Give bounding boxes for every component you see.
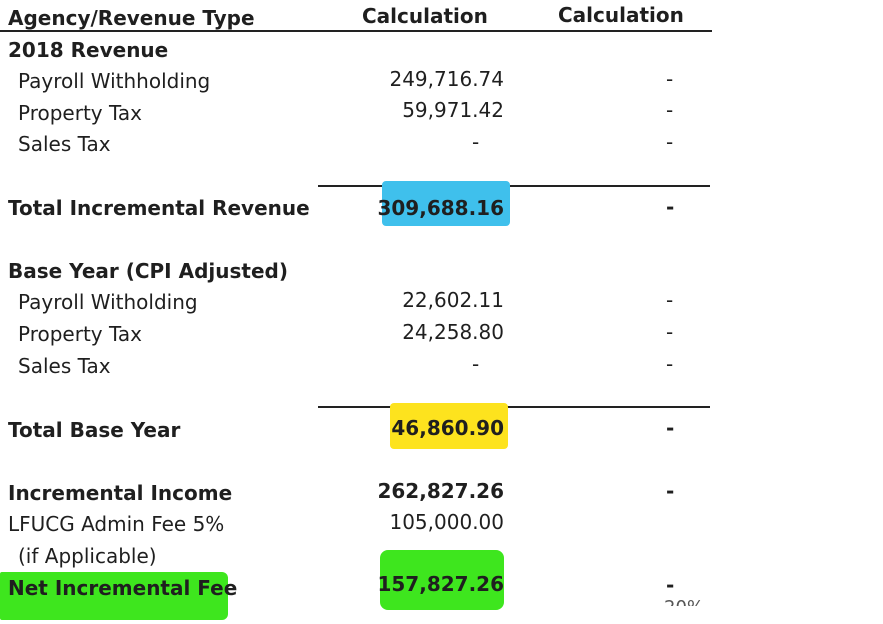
base-year-row-calc2: -: [666, 320, 674, 344]
admin-fee-value: 105,000.00: [389, 510, 504, 534]
incremental-income-value: 262,827.26: [377, 479, 504, 503]
base-year-row-calc2: -: [666, 352, 674, 376]
revenue-row-label: Payroll Withholding: [18, 69, 211, 93]
total-revenue-label: Total Incremental Revenue: [8, 196, 310, 220]
net-incremental-fee-label: Net Incremental Fee: [8, 576, 238, 600]
base-year-row-calc: 22,602.11: [402, 288, 504, 312]
revenue-row-calc: 59,971.42: [402, 98, 504, 122]
cut-off-text: 20%: [664, 596, 704, 606]
base-year-row-calc: 24,258.80: [402, 320, 504, 344]
revenue-row-calc2: -: [666, 98, 674, 122]
header-agency-revenue-type: Agency/Revenue Type: [8, 6, 255, 30]
base-year-row-calc2: -: [666, 288, 674, 312]
green-highlight-label: [0, 572, 228, 620]
net-incremental-fee-value2: -: [666, 573, 675, 597]
total-revenue-value: 309,688.16: [377, 196, 504, 220]
header-rule: [0, 30, 712, 32]
revenue-row-calc: 249,716.74: [389, 67, 504, 91]
base-year-row-label: Sales Tax: [18, 354, 111, 378]
incremental-income-value2: -: [666, 479, 675, 503]
total-base-year-value2: -: [666, 416, 675, 440]
net-incremental-fee-value: 157,827.26: [377, 572, 504, 596]
admin-fee-sub: (if Applicable): [18, 544, 157, 568]
base-year-row-label: Payroll Witholding: [18, 290, 198, 314]
revenue-row-label: Sales Tax: [18, 132, 111, 156]
header-calculation-1: Calculation: [362, 4, 488, 28]
revenue-row-calc: -: [472, 130, 480, 154]
green-highlight-value: [380, 550, 504, 610]
total-revenue-value2: -: [666, 195, 675, 219]
blue-highlight: [382, 181, 510, 226]
revenue-heading: 2018 Revenue: [8, 38, 169, 62]
revenue-row-label: Property Tax: [18, 101, 142, 125]
total-revenue-rule: [318, 185, 710, 187]
total-base-year-value: 46,860.90: [391, 416, 504, 440]
base-year-row-calc: -: [472, 352, 480, 376]
admin-fee-label: LFUCG Admin Fee 5%: [8, 512, 225, 536]
total-base-year-label: Total Base Year: [8, 418, 181, 442]
revenue-row-calc2: -: [666, 67, 674, 91]
total-base-year-rule: [318, 406, 710, 408]
header-calculation-2: Calculation: [558, 3, 684, 27]
base-year-row-label: Property Tax: [18, 322, 142, 346]
yellow-highlight: [390, 403, 508, 449]
revenue-row-calc2: -: [666, 130, 674, 154]
base-year-heading: Base Year (CPI Adjusted): [8, 259, 288, 283]
incremental-income-label: Incremental Income: [8, 481, 233, 505]
